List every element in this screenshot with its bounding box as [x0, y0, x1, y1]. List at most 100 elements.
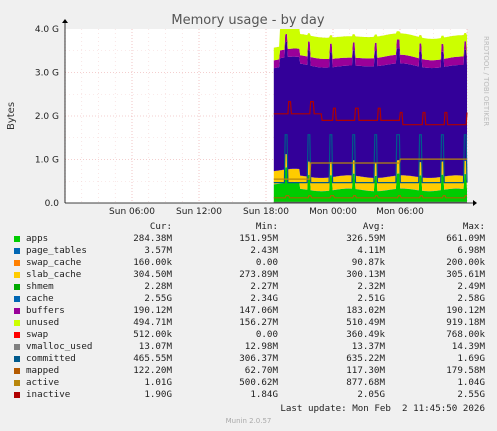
legend-max: 2.49M	[457, 281, 485, 292]
x-tick-label: Mon 06:00	[376, 207, 424, 217]
legend-min: 2.43M	[250, 245, 278, 256]
legend-header: Cur: Min: Avg: Max:	[0, 221, 497, 233]
legend-max: 200.00k	[446, 257, 485, 268]
header-cur: Cur:	[149, 221, 172, 232]
legend-swatch	[14, 368, 20, 374]
legend-cur: 494.71M	[133, 317, 172, 328]
legend-label: unused	[26, 317, 60, 328]
legend-label: swap_cache	[26, 257, 82, 268]
legend-max: 2.55G	[457, 389, 485, 400]
legend-cur: 190.12M	[133, 305, 172, 316]
legend-avg: 2.51G	[357, 293, 385, 304]
y-tick-label: 1.0 G	[35, 156, 59, 166]
legend-row-swap-cache: swap_cache 160.00k 0.00 90.87k 200.00k	[0, 257, 497, 269]
legend-min: 2.34G	[250, 293, 278, 304]
y-tick-label: 2.0 G	[35, 112, 59, 122]
legend-avg: 510.49M	[346, 317, 385, 328]
legend-avg: 2.05G	[357, 389, 385, 400]
legend-avg: 13.37M	[351, 341, 385, 352]
axes	[62, 19, 477, 206]
legend-cur: 13.07M	[138, 341, 172, 352]
legend-swatch	[14, 236, 20, 242]
legend-avg: 90.87k	[351, 257, 385, 268]
legend-swatch	[14, 332, 20, 338]
series-lines	[273, 101, 468, 203]
legend-avg: 360.49k	[346, 329, 385, 340]
legend-label: active	[26, 377, 60, 388]
legend-avg: 117.30M	[346, 365, 385, 376]
header-max: Max:	[462, 221, 485, 232]
legend-row-swap: swap 512.00k 0.00 360.49k 768.00k	[0, 329, 497, 341]
legend-row-vmalloc-used: vmalloc_used 13.07M 12.98M 13.37M 14.39M	[0, 341, 497, 353]
legend-min: 0.00	[255, 329, 278, 340]
legend-avg: 183.02M	[346, 305, 385, 316]
x-tick-label: Sun 12:00	[176, 207, 222, 217]
munin-version: Munin 2.0.57	[225, 417, 272, 425]
legend-min: 156.27M	[239, 317, 278, 328]
y-axis-arrow	[62, 19, 68, 23]
legend-rows: apps 284.38M 151.95M 326.59M 661.09M page_tab…	[0, 233, 497, 401]
last-update: Last update: Mon Feb 2 11:45:50 2026	[280, 403, 485, 414]
legend-max: 2.58G	[457, 293, 485, 304]
legend-max: 919.18M	[446, 317, 485, 328]
legend-swatch	[14, 248, 20, 254]
legend-row-committed: committed 465.55M 306.37M 635.22M 1.69G	[0, 353, 497, 365]
legend-max: 305.61M	[446, 269, 485, 280]
y-tick-label: 4.0 G	[35, 25, 59, 35]
legend-label: vmalloc_used	[26, 341, 93, 352]
legend-min: 2.27M	[250, 281, 278, 292]
legend-min: 306.37M	[239, 353, 278, 364]
legend-avg: 2.32M	[357, 281, 385, 292]
legend-cur: 284.38M	[133, 233, 172, 244]
legend-cur: 3.57M	[144, 245, 172, 256]
legend-min: 12.98M	[244, 341, 278, 352]
legend-row-unused: unused 494.71M 156.27M 510.49M 919.18M	[0, 317, 497, 329]
x-tick-label: Mon 00:00	[309, 207, 357, 217]
x-tick-label: Sun 18:00	[243, 207, 289, 217]
legend-avg: 4.11M	[357, 245, 385, 256]
y-axis-label: Bytes	[6, 102, 17, 130]
legend-max: 179.58M	[446, 365, 485, 376]
legend-cur: 2.28M	[144, 281, 172, 292]
line-mapped	[273, 195, 467, 199]
legend-cur: 304.50M	[133, 269, 172, 280]
legend-row-slab-cache: slab_cache 304.50M 273.89M 300.13M 305.61M	[0, 269, 497, 281]
x-axis-arrow	[473, 200, 477, 206]
legend-row-inactive: inactive 1.90G 1.84G 2.05G 2.55G	[0, 389, 497, 401]
legend-max: 1.04G	[457, 377, 485, 388]
legend-min: 147.06M	[239, 305, 278, 316]
legend-swatch	[14, 356, 20, 362]
line-active	[273, 158, 467, 180]
area-cache	[273, 41, 467, 178]
legend-max: 661.09M	[446, 233, 485, 244]
y-tick-label: 3.0 G	[35, 69, 59, 79]
legend-swatch	[14, 272, 20, 278]
chart-title: Memory usage - by day	[171, 13, 324, 28]
area-buffers	[273, 33, 467, 69]
legend-swatch	[14, 296, 20, 302]
legend-cur: 122.20M	[133, 365, 172, 376]
header-min: Min:	[255, 221, 278, 232]
legend-min: 62.70M	[244, 365, 278, 376]
legend-swatch	[14, 260, 20, 266]
legend-min: 500.62M	[239, 377, 278, 388]
legend-cur: 465.55M	[133, 353, 172, 364]
legend-avg: 326.59M	[346, 233, 385, 244]
legend-row-buffers: buffers 190.12M 147.06M 183.02M 190.12M	[0, 305, 497, 317]
legend-cur: 1.90G	[144, 389, 172, 400]
legend-swatch	[14, 284, 20, 290]
legend-row-active: active 1.01G 500.62M 877.68M 1.04G	[0, 377, 497, 389]
legend-min: 1.84G	[250, 389, 278, 400]
legend-min: 151.95M	[239, 233, 278, 244]
legend-swatch	[14, 392, 20, 398]
legend-label: buffers	[26, 305, 65, 316]
legend-label: page_tables	[26, 245, 87, 256]
memory-chart: Memory usage - by day Bytes RRDTOOL / TO…	[6, 13, 490, 217]
legend-avg: 300.13M	[346, 269, 385, 280]
legend-row-apps: apps 284.38M 151.95M 326.59M 661.09M	[0, 233, 497, 245]
legend-label: apps	[26, 233, 49, 244]
legend-row-page-tables: page_tables 3.57M 2.43M 4.11M 6.98M	[0, 245, 497, 257]
x-tick-label: Sun 06:00	[109, 207, 155, 217]
series-areas	[273, 29, 467, 203]
legend-avg: 635.22M	[346, 353, 385, 364]
